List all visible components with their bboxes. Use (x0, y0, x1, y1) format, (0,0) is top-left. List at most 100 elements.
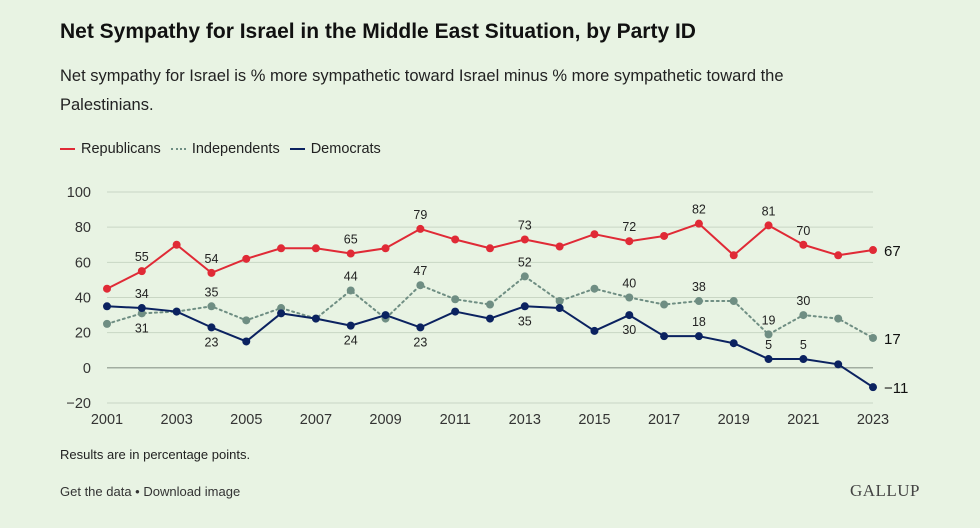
data-point-independents (869, 333, 877, 342)
data-point-democrats (834, 360, 843, 369)
data-point-independents (660, 300, 669, 309)
data-label-democrats: 18 (692, 315, 706, 329)
data-point-democrats (555, 304, 564, 313)
get-data-link[interactable]: Get the data (60, 484, 132, 499)
data-point-democrats (451, 307, 460, 316)
data-label-republicans: 55 (135, 250, 149, 264)
legend: Republicans Independents Democrats (60, 141, 391, 157)
x-tick-label: 2017 (648, 412, 680, 428)
legend-item-independents: Independents (170, 141, 280, 157)
data-point-republicans (416, 224, 425, 233)
data-label-democrats: 23 (205, 335, 219, 349)
data-label-democrats: 34 (135, 287, 149, 301)
end-label-democrats: −11 (884, 380, 908, 397)
data-label-republicans: 79 (413, 208, 427, 222)
data-point-republicans (694, 219, 703, 228)
data-label-republicans: 73 (518, 218, 532, 232)
data-point-republicans (381, 244, 390, 253)
data-label-democrats: 5 (765, 338, 772, 352)
data-point-democrats (242, 337, 251, 346)
data-point-independents (486, 300, 494, 309)
data-point-independents (834, 314, 843, 323)
data-point-democrats (103, 302, 111, 311)
data-point-republicans (660, 231, 669, 240)
gallup-logo: GALLUP (849, 481, 920, 500)
data-point-democrats (799, 355, 808, 364)
end-label-republicans: 67 (884, 243, 901, 260)
data-point-democrats (660, 332, 669, 341)
data-label-democrats: 35 (518, 314, 532, 328)
data-point-democrats (486, 314, 494, 323)
download-image-link[interactable]: Download image (143, 484, 241, 499)
data-point-republicans (799, 240, 808, 249)
x-tick-label: 2011 (440, 412, 471, 428)
legend-label-independents: Independents (191, 141, 280, 157)
data-label-democrats: 23 (413, 335, 427, 349)
footer-links: Get the data • Download image (60, 484, 240, 499)
data-point-democrats (207, 323, 216, 332)
data-point-independents (764, 330, 773, 339)
data-label-republicans: 82 (692, 203, 706, 217)
data-label-independents: 52 (518, 255, 532, 269)
data-point-democrats (416, 323, 425, 332)
data-point-democrats (764, 355, 773, 364)
footer-separator: • (131, 484, 144, 499)
line-chart: −20 0 20 40 60 80 100 2001 2003 2005 2007 2009 2011 2… (66, 185, 908, 428)
data-point-democrats (277, 309, 286, 318)
legend-swatch-democrats (289, 148, 305, 150)
x-tick-label: 2009 (369, 412, 401, 428)
data-point-republicans (207, 268, 216, 277)
end-label-independents: 17 (884, 331, 901, 348)
data-point-democrats (869, 383, 877, 392)
data-point-independents (590, 284, 599, 293)
data-point-republicans (137, 267, 146, 276)
data-point-republicans (764, 221, 773, 230)
y-tick-label: 60 (75, 255, 91, 271)
data-point-democrats (520, 302, 529, 311)
data-label-republicans: 70 (796, 224, 810, 238)
x-tick-label: 2003 (161, 412, 193, 428)
legend-swatch-independents (170, 148, 186, 150)
data-label-independents: 19 (762, 313, 776, 327)
data-label-independents: 38 (692, 280, 706, 294)
data-label-independents: 47 (413, 264, 427, 278)
data-point-republicans (242, 254, 251, 263)
data-point-democrats (625, 311, 634, 320)
x-tick-label: 2015 (578, 412, 610, 428)
data-point-democrats (729, 339, 738, 348)
data-point-republicans (520, 235, 529, 244)
data-label-independents: 44 (344, 269, 358, 283)
data-label-independents: 40 (622, 277, 636, 291)
data-label-democrats: 24 (344, 334, 358, 348)
data-point-independents (729, 297, 738, 306)
legend-label-republicans: Republicans (81, 141, 161, 157)
data-point-republicans (451, 235, 460, 244)
data-label-independents: 30 (796, 294, 810, 308)
data-label-republicans: 72 (622, 220, 636, 234)
x-tick-label: 2019 (718, 412, 750, 428)
data-point-independents (416, 281, 425, 290)
data-label-republicans: 65 (344, 233, 358, 247)
x-tick-label: 2023 (857, 412, 889, 428)
data-point-republicans (869, 246, 877, 255)
x-tick-label: 2021 (787, 412, 819, 428)
chart-subtitle: Net sympathy for Israel is % more sympat… (60, 67, 784, 114)
legend-item-democrats: Democrats (289, 141, 381, 157)
data-point-democrats (694, 332, 703, 341)
y-tick-label: 20 (75, 326, 91, 342)
data-point-republicans (486, 244, 494, 253)
series-line-republicans (106, 222, 874, 290)
data-label-democrats: 30 (622, 323, 636, 337)
data-point-independents (520, 272, 529, 281)
y-tick-label: 0 (83, 361, 91, 377)
data-point-republicans (277, 244, 286, 253)
data-point-independents (799, 311, 808, 320)
data-point-republicans (172, 240, 181, 249)
data-point-republicans (590, 230, 599, 239)
legend-item-republicans: Republicans (60, 141, 161, 157)
data-point-democrats (590, 326, 599, 335)
data-point-independents (555, 297, 564, 306)
data-point-republicans (555, 242, 564, 251)
data-point-independents (207, 302, 216, 311)
data-point-independents (346, 286, 355, 295)
